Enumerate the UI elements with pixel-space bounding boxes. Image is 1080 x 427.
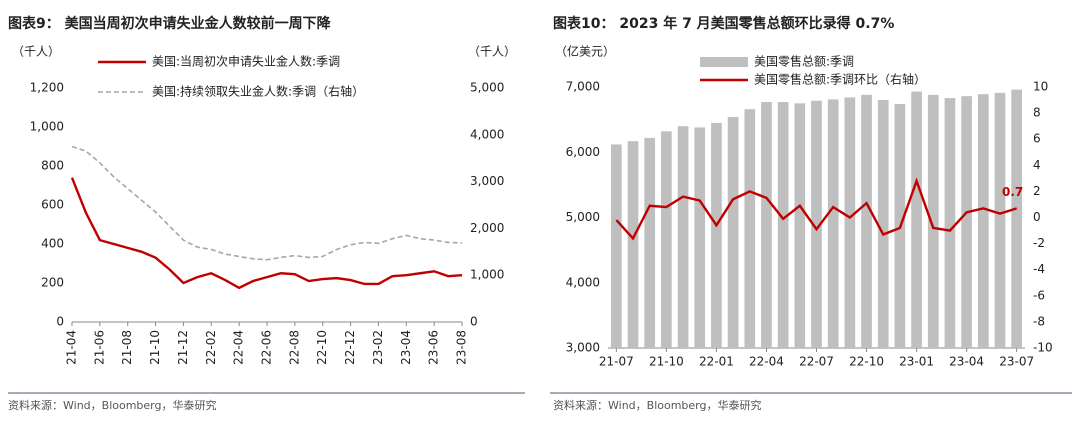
y2-tick-label: -2 (1033, 236, 1045, 250)
y-tick-label: 200 (41, 276, 64, 290)
y-tick-label: 6,000 (566, 145, 600, 159)
y2-tick-label: 2 (1033, 184, 1041, 198)
bar (977, 94, 989, 349)
y2-tick-label: -4 (1033, 262, 1045, 276)
x-tick-label: 22-04 (232, 330, 246, 365)
x-tick-label: 22-10 (315, 330, 329, 365)
x-tick-label: 21-04 (65, 330, 79, 365)
bar (827, 99, 839, 349)
x-tick-label: 22-06 (260, 330, 274, 365)
x-tick-label: 23-06 (427, 330, 441, 365)
x-tick-label: 21-10 (649, 355, 684, 369)
source: 资料来源：Wind，Bloomberg，华泰研究 (553, 398, 761, 412)
bar (927, 94, 939, 348)
bar (727, 117, 739, 348)
bar (744, 109, 756, 348)
legend-swatch (700, 57, 748, 67)
bar (611, 144, 622, 348)
y-tick-label: 1,000 (30, 120, 64, 134)
bar (777, 102, 789, 348)
x-tick-label: 22-08 (287, 330, 301, 365)
series-line (70, 177, 463, 290)
x-tick-label: 21-12 (176, 330, 190, 365)
y-tick-label: 400 (41, 237, 64, 251)
data-label: 0.7 (1002, 185, 1023, 199)
y2-tick-label: 0 (470, 315, 478, 329)
series-line (615, 177, 1018, 241)
bar (761, 102, 772, 348)
bar (694, 127, 706, 348)
series-line (71, 145, 463, 261)
y2-tick-label: -10 (1033, 341, 1053, 355)
bar (994, 92, 1006, 348)
y2-tick-label: 4 (1033, 158, 1041, 172)
y2-tick-label: 3,000 (470, 174, 504, 188)
bar (877, 100, 889, 348)
x-tick-label: 21-10 (148, 330, 162, 365)
bar (711, 122, 722, 348)
bar (944, 98, 956, 348)
bar (961, 96, 972, 348)
x-tick-label: 21-07 (599, 355, 634, 369)
y-tick-label: 7,000 (566, 80, 600, 94)
bar (677, 126, 689, 349)
bar (794, 103, 806, 348)
y2-tick-label: 6 (1033, 132, 1041, 146)
bar (627, 141, 639, 348)
y-tick-label: 3,000 (566, 341, 600, 355)
x-tick-label: 23-08 (455, 330, 469, 365)
x-tick-label: 22-01 (699, 355, 734, 369)
x-tick-label: 23-04 (399, 330, 413, 365)
x-tick-label: 22-02 (204, 330, 218, 365)
bar (1011, 89, 1022, 349)
legend-label: 美国:当周初次申请失业金人数:季调 (152, 54, 340, 69)
source: 资料来源：Wind，Bloomberg，华泰研究 (8, 398, 216, 412)
y-axis-label: （亿美元） (555, 44, 615, 59)
y-tick-label: 4,000 (566, 275, 600, 289)
y-tick-label: 5,000 (566, 210, 600, 224)
x-tick-label: 22-07 (799, 355, 834, 369)
chart-title: 图表10： 2023 年 7 月美国零售总额环比录得 0.7% (553, 15, 894, 32)
bar (811, 100, 822, 348)
y2-tick-label: 5,000 (470, 81, 504, 95)
y-tick-label: 1,200 (30, 81, 64, 95)
y2-tick-label: -6 (1033, 288, 1045, 302)
y-tick-label: 800 (41, 159, 64, 173)
y2-axis-label: （千人） (468, 45, 516, 59)
y-tick-label: 0 (56, 315, 64, 329)
x-tick-label: 22-12 (343, 330, 357, 365)
y-tick-label: 600 (41, 198, 64, 212)
bar (844, 97, 856, 348)
y2-tick-label: 2,000 (470, 221, 504, 235)
bar (644, 137, 656, 348)
y2-tick-label: 10 (1033, 80, 1048, 94)
y2-tick-label: 8 (1033, 106, 1041, 120)
legend-label: 美国:持续领取失业金人数:季调（右轴） (152, 84, 364, 99)
legend-label: 美国零售总额:季调 (754, 54, 854, 69)
bar (661, 131, 672, 348)
bar (861, 94, 872, 348)
bar (911, 91, 922, 348)
x-tick-label: 23-07 (999, 355, 1034, 369)
x-tick-label: 23-02 (371, 330, 385, 365)
x-tick-label: 21-06 (92, 330, 106, 365)
y2-tick-label: 4,000 (470, 127, 504, 141)
x-tick-label: 21-08 (120, 330, 134, 365)
x-tick-label: 22-04 (749, 355, 784, 369)
x-tick-label: 23-04 (949, 355, 984, 369)
x-tick-label: 22-10 (849, 355, 884, 369)
y-axis-label: （千人） (12, 45, 60, 59)
y2-tick-label: 1,000 (470, 268, 504, 282)
x-tick-label: 23-01 (899, 355, 934, 369)
chart-title: 图表9： 美国当周初次申请失业金人数较前一周下降 (8, 15, 332, 32)
y2-tick-label: -8 (1033, 314, 1045, 328)
y2-tick-label: 0 (1033, 210, 1041, 224)
legend-label: 美国零售总额:季调环比（右轴） (754, 72, 926, 87)
